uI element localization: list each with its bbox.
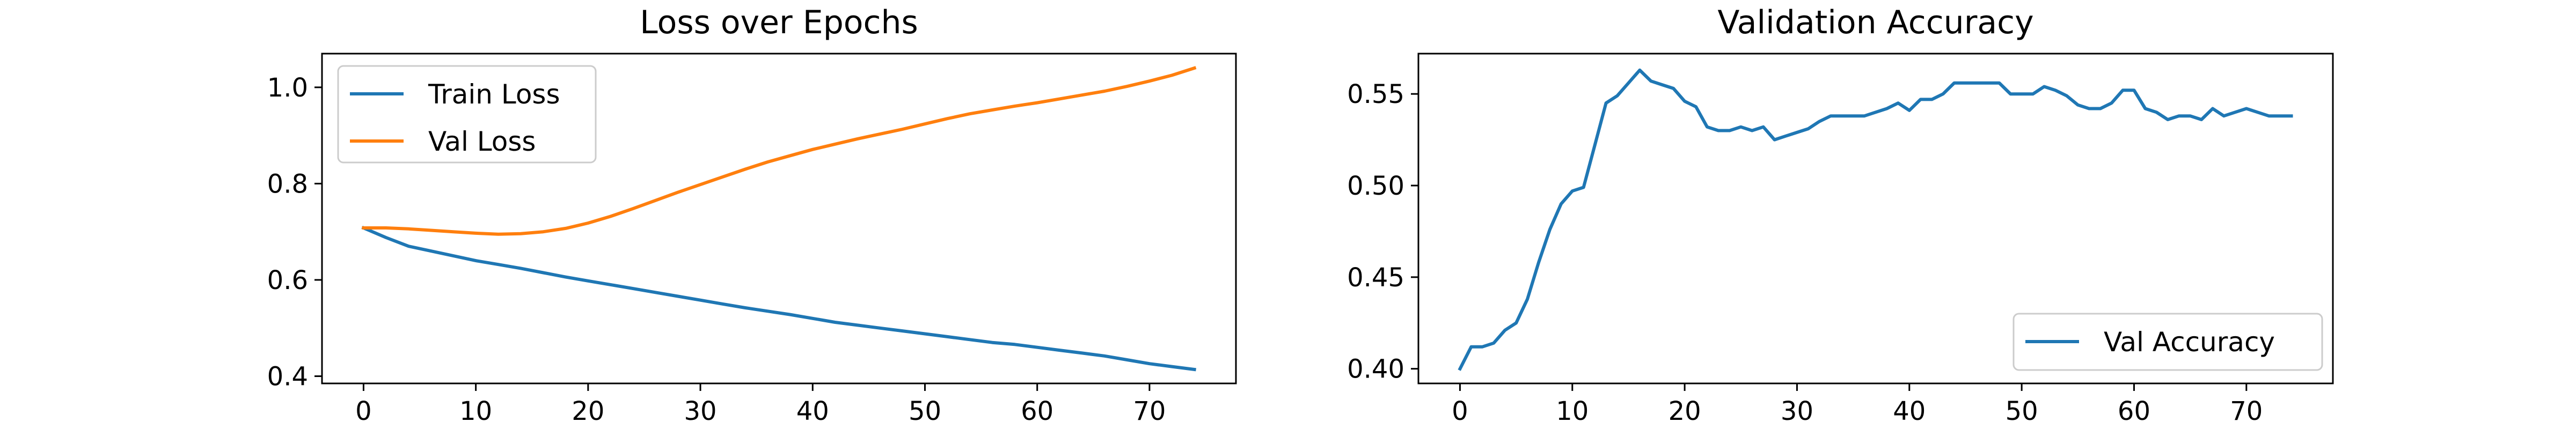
legend-label: Val Accuracy xyxy=(2104,327,2275,358)
legend: Val Accuracy xyxy=(2012,313,2323,371)
y-tick-label: 0.40 xyxy=(1347,354,1404,384)
x-tick-label: 40 xyxy=(796,396,829,426)
chart-title: Validation Accuracy xyxy=(1717,4,2033,41)
x-tick-label: 50 xyxy=(2006,396,2038,426)
y-tick-label: 0.4 xyxy=(267,362,308,392)
x-tick-label: 10 xyxy=(459,396,492,426)
accuracy-chart: 0 10 20 30 40 50 60 70 0.40 0.45 0.50 0.55 Validatio… xyxy=(1347,4,2334,426)
x-tick-label: 0 xyxy=(355,396,372,426)
legend-label: Val Loss xyxy=(428,126,536,157)
axes-frame xyxy=(321,53,1237,384)
y-tick-label: 0.45 xyxy=(1347,263,1404,293)
y-tick-label: 0.55 xyxy=(1347,79,1404,109)
x-tick-label: 30 xyxy=(684,396,717,426)
legend-box xyxy=(2012,313,2323,371)
x-tick-label: 30 xyxy=(1781,396,1813,426)
y-tick-label: 0.50 xyxy=(1347,171,1404,201)
x-tick-label: 10 xyxy=(1556,396,1589,426)
x-tick-label: 20 xyxy=(1668,396,1701,426)
x-tick-label: 70 xyxy=(2230,396,2263,426)
legend-box xyxy=(337,65,597,164)
series-line-1-0 xyxy=(1458,68,2293,371)
x-tick-label: 20 xyxy=(572,396,604,426)
x-tick-label: 60 xyxy=(1021,396,1053,426)
series-line-0-1 xyxy=(362,66,1197,236)
x-tick-label: 70 xyxy=(1133,396,1166,426)
x-tick-label: 50 xyxy=(909,396,941,426)
axes-frame xyxy=(1417,53,2334,384)
loss-chart: 0 10 20 30 40 50 60 70 0.4 0.6 0.8 1.0 Loss over Epo… xyxy=(267,4,1237,426)
x-tick-label: 0 xyxy=(1452,396,1468,426)
legend-label: Train Loss xyxy=(428,79,560,110)
y-tick-label: 1.0 xyxy=(267,73,308,103)
legend: Train Loss Val Loss xyxy=(337,65,597,164)
chart-title: Loss over Epochs xyxy=(640,4,918,41)
y-tick-label: 0.6 xyxy=(267,265,308,295)
series-line-0-0 xyxy=(361,226,1196,372)
x-tick-label: 60 xyxy=(2118,396,2150,426)
y-tick-label: 0.8 xyxy=(267,169,308,199)
x-tick-label: 40 xyxy=(1893,396,1926,426)
